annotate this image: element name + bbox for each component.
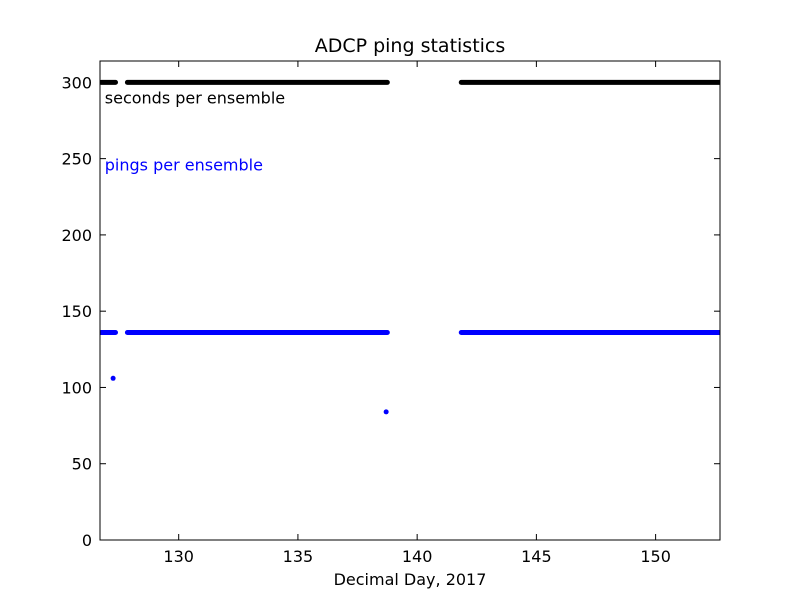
y-tick-label: 100 — [61, 378, 92, 397]
annotation-0: seconds per ensemble — [105, 89, 285, 108]
series-1-point-1 — [383, 409, 389, 415]
x-tick-label: 145 — [521, 547, 552, 566]
plot-frame — [99, 60, 721, 541]
y-tick-label: 200 — [61, 226, 92, 245]
y-tick-label: 50 — [72, 455, 92, 474]
x-tick-label: 135 — [283, 547, 314, 566]
annotation-1: pings per ensemble — [105, 156, 263, 175]
axes-ticks: 130 135 140 145 150 0 50 100 150 200 250 300 — [61, 61, 720, 566]
y-tick-label: 250 — [61, 150, 92, 169]
annotations: seconds per ensemble pings per ensemble — [105, 89, 285, 175]
x-tick-label: 130 — [163, 547, 194, 566]
chart-title: ADCP ping statistics — [315, 35, 506, 57]
y-tick-label: 150 — [61, 302, 92, 321]
x-axis-label: Decimal Day, 2017 — [334, 570, 487, 589]
x-tick-label: 150 — [640, 547, 671, 566]
y-tick-label: 300 — [61, 73, 92, 92]
series-1-point-0 — [110, 375, 116, 381]
x-tick-label: 140 — [402, 547, 433, 566]
plot-data — [100, 79, 720, 415]
y-tick-label: 0 — [82, 531, 92, 550]
